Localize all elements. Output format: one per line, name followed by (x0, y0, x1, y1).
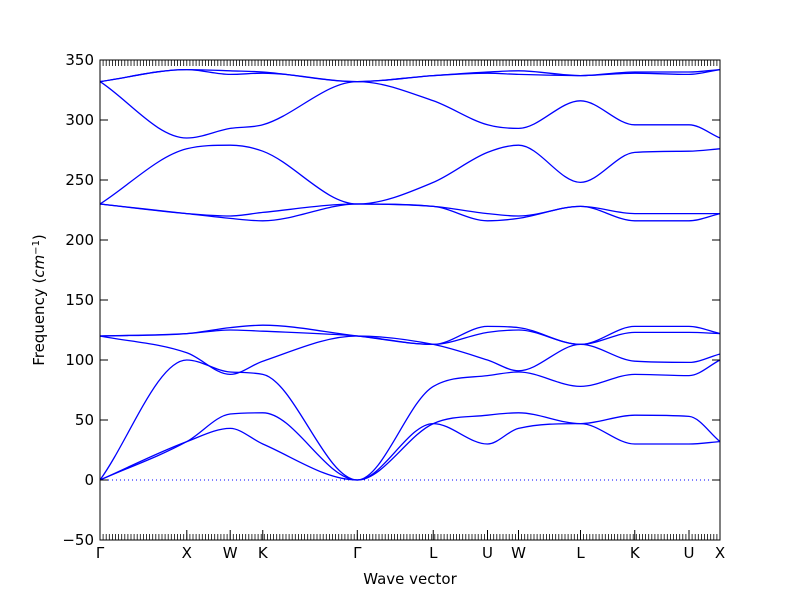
x-tick-label: L (576, 544, 585, 562)
y-tick-label: 100 (65, 351, 94, 369)
phonon-branch-3 (99, 359, 721, 481)
x-tick-label: Γ (353, 544, 362, 562)
x-tick-label: W (511, 544, 526, 562)
y-tick-label: 300 (65, 111, 94, 129)
tick-layer (99, 59, 721, 541)
phonon-branch-5 (99, 329, 721, 346)
y-axis-label: Frequency (cm−1) (30, 234, 48, 366)
y-tick-label: 200 (65, 231, 94, 249)
phonon-branch-10 (99, 80, 721, 139)
phonon-branch-9 (99, 144, 721, 205)
y-axis-label-unit: cm (30, 255, 48, 278)
x-tick-label: X (182, 544, 192, 562)
phonon-branch-12 (99, 68, 721, 83)
y-axis-label-exponent: −1 (31, 240, 42, 255)
phonon-branch-2 (99, 412, 721, 481)
plot-frame (99, 59, 721, 541)
y-axis-label-text: Frequency ( (30, 278, 48, 366)
y-tick-label: −50 (62, 531, 94, 549)
y-tick-label: 250 (65, 171, 94, 189)
y-axis-label-close: ) (30, 234, 48, 240)
y-tick-label: 350 (65, 51, 94, 69)
y-tick-label: 0 (84, 471, 94, 489)
phonon-branch-8 (99, 203, 720, 217)
phonon-branch-7 (99, 203, 721, 222)
x-tick-label: K (258, 544, 269, 562)
x-tick-label: U (482, 544, 493, 562)
phonon-branch-4 (99, 335, 721, 376)
x-tick-label: L (429, 544, 438, 562)
x-axis-label: Wave vector (363, 570, 457, 588)
x-tick-label: X (715, 544, 725, 562)
y-tick-label: 150 (65, 291, 94, 309)
phonon-branch-6 (99, 324, 721, 346)
x-tick-label: W (223, 544, 238, 562)
y-tick-labels: −50 0 50 100 150 200 250 300 350 (62, 51, 94, 549)
x-tick-label: U (684, 544, 695, 562)
y-tick-label: 50 (75, 411, 94, 429)
x-tick-label: K (630, 544, 641, 562)
series-layer (99, 68, 721, 481)
x-tick-label: Γ (96, 544, 105, 562)
